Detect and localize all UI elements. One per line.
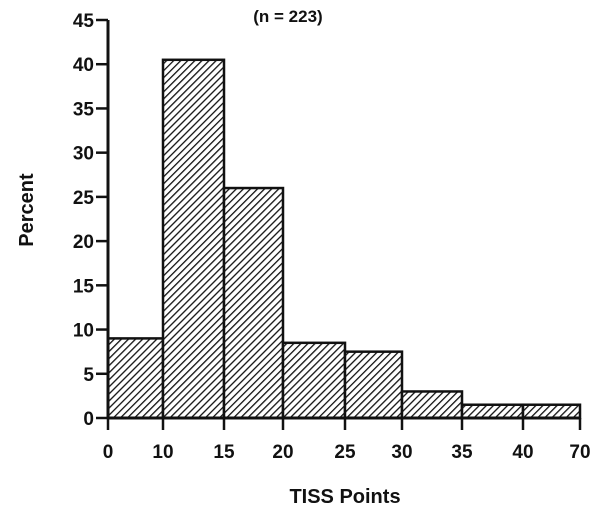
- bar-15-20: [222, 186, 285, 420]
- x-ticks-group: 0 10 15 20 25 30 35 40 70: [103, 418, 591, 463]
- x-tick-label: 20: [272, 442, 293, 463]
- x-tick-label: 15: [213, 442, 235, 463]
- x-tick-label: 30: [391, 442, 412, 463]
- x-tick-label: 25: [334, 442, 356, 463]
- bar-35-40: [460, 403, 525, 420]
- y-tick-label: 30: [73, 144, 94, 165]
- bars-group: [106, 58, 582, 420]
- y-ticks-group: 0 5 10 15 20 25 30 35 40 45: [73, 11, 108, 430]
- y-tick-label: 0: [83, 409, 94, 430]
- bar-30-35: [400, 390, 464, 420]
- y-tick-label: 20: [73, 232, 94, 253]
- x-axis-label: TISS Points: [289, 486, 400, 508]
- x-tick-label: 35: [451, 442, 473, 463]
- y-tick-label: 15: [73, 276, 95, 297]
- y-tick-label: 35: [73, 99, 95, 120]
- y-tick-label: 45: [73, 11, 95, 32]
- y-tick-label: 25: [73, 188, 95, 209]
- x-tick-label: 10: [152, 442, 173, 463]
- chart-subtitle: (n = 223): [253, 7, 322, 26]
- bar-40-70: [521, 403, 582, 420]
- x-tick-label: 70: [569, 442, 590, 463]
- bar-25-30: [343, 350, 404, 420]
- x-tick-label: 40: [512, 442, 533, 463]
- bar-0-10: [106, 337, 165, 420]
- y-tick-label: 5: [83, 365, 94, 386]
- x-tick-label: 0: [103, 442, 114, 463]
- bar-20-25: [281, 341, 347, 420]
- bar-10-15: [161, 58, 226, 420]
- y-axis-label: Percent: [16, 173, 38, 247]
- y-tick-label: 40: [73, 55, 94, 76]
- y-tick-label: 10: [73, 321, 94, 342]
